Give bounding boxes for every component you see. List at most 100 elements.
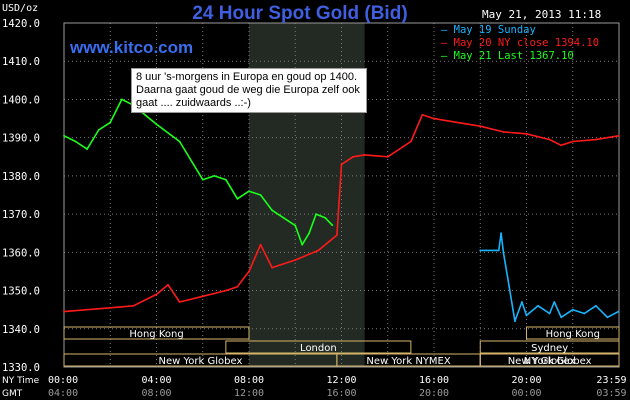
x-tick-gmt: 20:00 xyxy=(419,388,449,399)
data-point xyxy=(329,239,331,242)
x-tick-gmt: 12:00 xyxy=(234,388,264,399)
session-box xyxy=(526,326,620,340)
y-tick-label: 1340.0 xyxy=(2,324,40,336)
data-point xyxy=(86,308,89,311)
y-tick-label: 1350.0 xyxy=(2,286,40,298)
x-tick-ny: 23:59 xyxy=(596,375,626,386)
data-point xyxy=(421,113,424,116)
data-point xyxy=(553,301,556,303)
data-point xyxy=(167,283,169,286)
session-box xyxy=(479,340,620,354)
session-label: Sydney xyxy=(531,343,568,354)
data-point xyxy=(571,308,574,311)
data-point xyxy=(525,132,528,135)
data-point xyxy=(433,117,435,120)
data-point xyxy=(74,140,77,143)
data-point xyxy=(132,304,135,307)
x-tick-gmt: 08:00 xyxy=(141,388,171,399)
session-box xyxy=(479,353,620,367)
data-point xyxy=(352,155,354,158)
session-label: Hong Kong xyxy=(129,329,183,340)
data-point xyxy=(317,249,320,252)
data-point xyxy=(594,138,597,141)
x-tick-ny: 16:00 xyxy=(419,375,449,386)
data-point xyxy=(86,148,89,151)
x-tick-ny: 20:00 xyxy=(511,375,541,386)
y-tick-label: 1370.0 xyxy=(2,209,40,221)
y-tick-label: 1330.0 xyxy=(2,362,40,374)
series-line-sunday xyxy=(480,232,619,322)
data-point xyxy=(617,310,620,313)
data-point xyxy=(479,249,482,252)
data-point xyxy=(248,190,250,193)
data-point xyxy=(201,295,204,298)
data-point xyxy=(560,316,563,319)
data-point xyxy=(236,285,239,288)
data-point xyxy=(282,217,285,219)
data-point xyxy=(520,301,523,303)
data-point xyxy=(386,155,389,158)
data-point xyxy=(178,301,181,303)
session-box xyxy=(63,326,250,340)
data-point xyxy=(409,140,412,143)
data-point xyxy=(63,134,65,137)
y-tick-label: 1380.0 xyxy=(2,171,40,183)
data-point xyxy=(301,243,304,246)
data-point xyxy=(259,194,262,196)
data-point xyxy=(497,249,500,252)
data-point xyxy=(63,310,65,313)
data-point xyxy=(224,289,227,292)
data-point xyxy=(502,251,505,254)
data-point xyxy=(514,320,516,323)
data-point xyxy=(583,312,586,315)
data-point xyxy=(500,232,502,235)
data-point xyxy=(594,304,597,307)
data-point xyxy=(178,140,181,143)
x-tick-gmt: 04:00 xyxy=(48,388,78,399)
x-tick-gmt: 00:00 xyxy=(511,388,541,399)
data-point xyxy=(248,270,250,273)
x-tick-gmt: 16:00 xyxy=(326,388,356,399)
chart-title: 24 Hour Spot Gold (Bid) xyxy=(192,3,408,24)
legend: — May 19 Sunday — May 20 NY close 1394.1… xyxy=(441,24,599,63)
y-axis-unit-label: USD/oz xyxy=(2,3,39,14)
data-point xyxy=(271,266,274,269)
data-point xyxy=(502,131,505,133)
x-tick-ny: 08:00 xyxy=(234,375,264,386)
data-point xyxy=(144,113,146,116)
chart-datetime: May 21, 2013 11:18 xyxy=(482,8,602,21)
data-point xyxy=(294,224,297,227)
session-label: Hong Kong xyxy=(546,329,600,340)
data-point xyxy=(324,217,327,219)
x-tick-ny: 00:00 xyxy=(48,375,78,386)
data-point xyxy=(363,153,366,156)
data-point xyxy=(224,178,227,181)
data-point xyxy=(571,140,574,143)
data-point xyxy=(537,304,539,307)
ny-time-label: NY Time xyxy=(2,376,40,386)
data-point xyxy=(213,174,216,177)
y-tick-label: 1360.0 xyxy=(2,247,40,259)
data-point xyxy=(120,98,123,101)
data-point xyxy=(155,123,158,126)
x-tick-gmt: 03:59 xyxy=(596,388,626,399)
data-point xyxy=(548,138,551,141)
legend-item-ny-close: — May 20 NY close 1394.10 xyxy=(441,37,600,49)
y-tick-label: 1400.0 xyxy=(2,94,40,106)
x-tick-ny: 04:00 xyxy=(141,375,171,386)
y-tick-label: 1410.0 xyxy=(2,56,40,68)
x-tick-ny: 12:00 xyxy=(326,375,356,386)
session-label: NY Globex xyxy=(524,356,576,367)
data-point xyxy=(236,197,239,200)
data-point xyxy=(294,259,297,261)
data-point xyxy=(525,314,528,317)
data-point xyxy=(315,213,317,216)
site-watermark: www.kitco.com xyxy=(70,38,194,57)
data-point xyxy=(560,144,563,147)
gmt-label: GMT xyxy=(2,389,23,399)
data-point xyxy=(109,121,112,124)
session-box xyxy=(225,340,412,354)
session-label: New York NYMEX xyxy=(366,356,451,367)
session-label: London xyxy=(300,343,337,354)
data-point xyxy=(617,134,620,137)
